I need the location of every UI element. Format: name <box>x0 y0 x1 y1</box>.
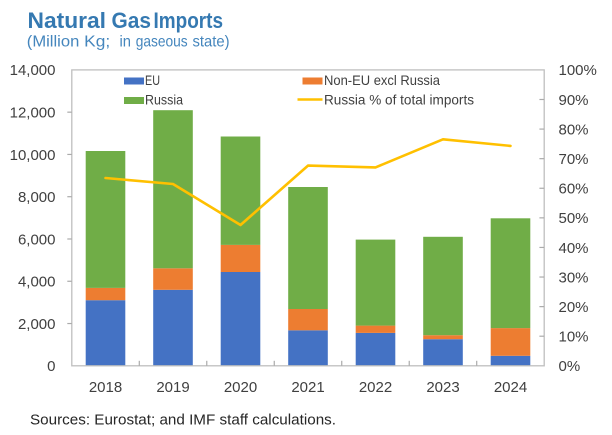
svg-text:Kg;: Kg; <box>84 34 110 51</box>
svg-text:2022: 2022 <box>359 379 392 396</box>
svg-text:state): state) <box>193 34 230 51</box>
svg-text:60%: 60% <box>559 181 589 198</box>
svg-text:70%: 70% <box>559 151 589 168</box>
svg-text:14,000: 14,000 <box>10 62 56 79</box>
svg-text:40%: 40% <box>559 240 589 257</box>
svg-text:Russia: Russia <box>145 92 183 108</box>
svg-text:Sources: Eurostat; and IMF sta: Sources: Eurostat; and IMF staff calcula… <box>30 412 336 429</box>
svg-text:0: 0 <box>47 358 55 375</box>
svg-text:8,000: 8,000 <box>18 189 56 206</box>
svg-text:(Million: (Million <box>27 34 80 51</box>
svg-text:Gas: Gas <box>112 8 152 33</box>
svg-text:12,000: 12,000 <box>10 105 56 122</box>
svg-text:2024: 2024 <box>494 379 527 396</box>
svg-text:2020: 2020 <box>224 379 257 396</box>
svg-text:6,000: 6,000 <box>18 231 56 248</box>
svg-text:2023: 2023 <box>426 379 459 396</box>
svg-text:2021: 2021 <box>291 379 324 396</box>
svg-text:100%: 100% <box>559 62 597 79</box>
svg-text:Russia % of total imports: Russia % of total imports <box>324 92 474 108</box>
svg-text:0%: 0% <box>559 358 581 375</box>
svg-text:2,000: 2,000 <box>18 316 56 333</box>
svg-text:2018: 2018 <box>89 379 122 396</box>
svg-text:10,000: 10,000 <box>10 147 56 164</box>
svg-text:EU: EU <box>145 72 160 88</box>
svg-text:Natural: Natural <box>28 8 107 33</box>
svg-text:Imports: Imports <box>154 8 224 33</box>
svg-text:50%: 50% <box>559 210 589 227</box>
svg-text:10%: 10% <box>559 329 589 346</box>
svg-text:90%: 90% <box>559 92 589 109</box>
svg-text:80%: 80% <box>559 121 589 138</box>
svg-text:gaseous: gaseous <box>136 34 188 51</box>
svg-text:4,000: 4,000 <box>18 274 56 291</box>
svg-text:2019: 2019 <box>156 379 189 396</box>
svg-text:Non-EU excl Russia: Non-EU excl Russia <box>324 72 440 88</box>
svg-text:in: in <box>120 34 132 51</box>
svg-text:20%: 20% <box>559 299 589 316</box>
svg-text:30%: 30% <box>559 269 589 286</box>
